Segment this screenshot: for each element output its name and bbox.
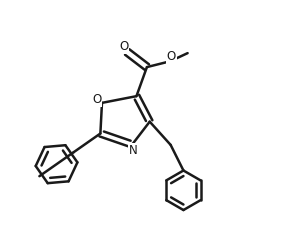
Text: O: O [119, 40, 128, 53]
Text: N: N [129, 144, 138, 157]
Text: O: O [92, 93, 101, 106]
Text: O: O [167, 50, 176, 63]
